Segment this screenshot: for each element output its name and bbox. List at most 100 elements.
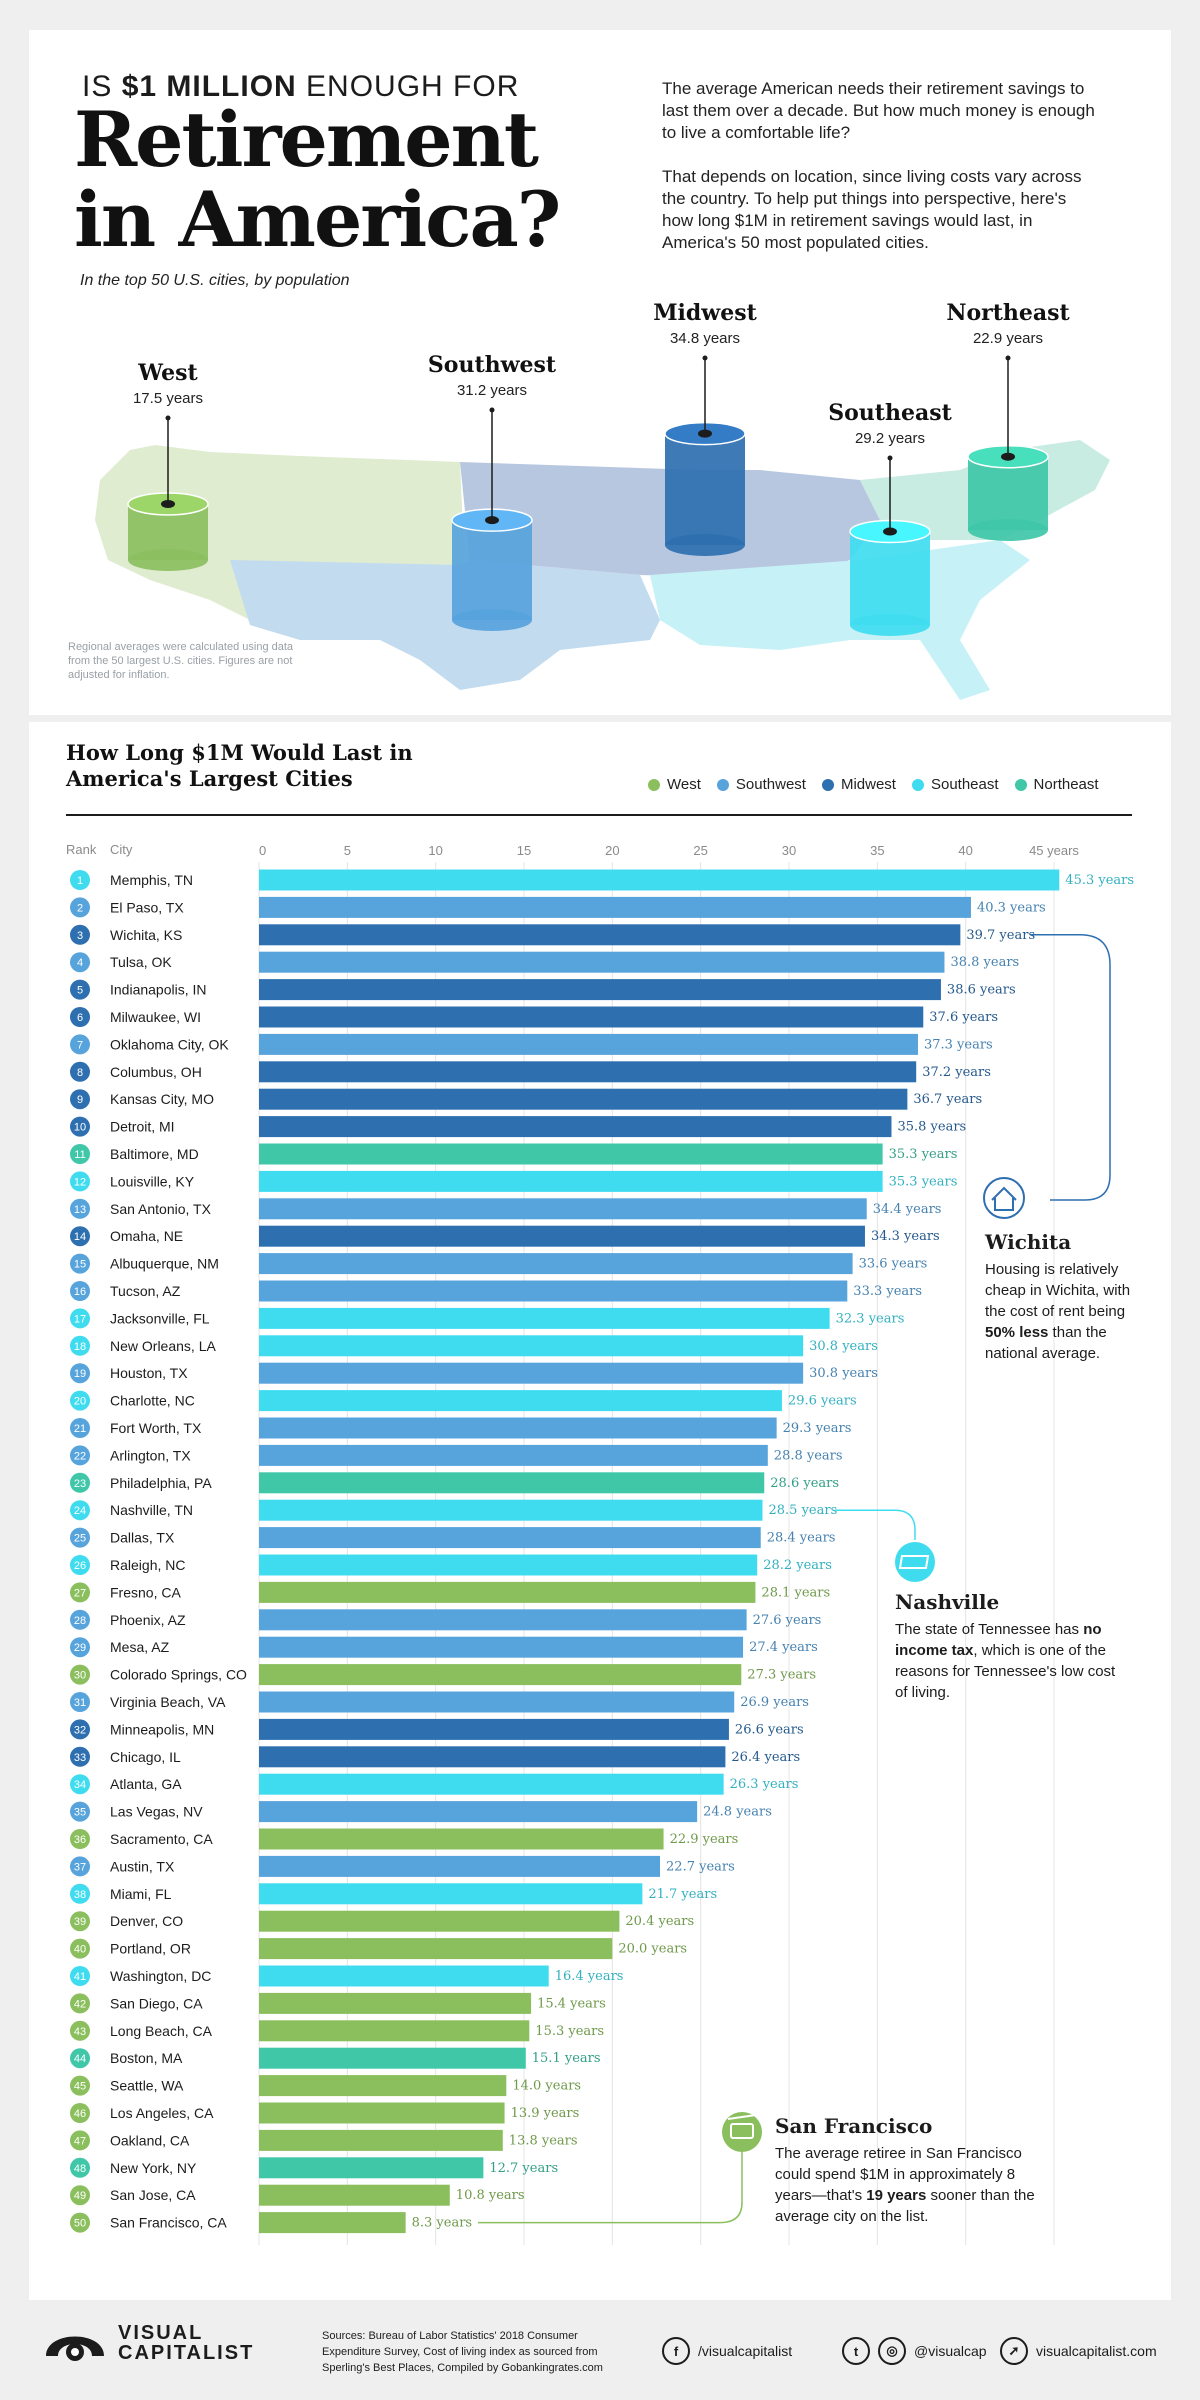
bar	[259, 1883, 643, 1905]
value-label: 26.9 years	[740, 1695, 809, 1710]
rank-number: 48	[74, 2163, 86, 2175]
value-label: 37.2 years	[922, 1065, 991, 1080]
region-label-northeast: Northeast 22.9 years	[928, 300, 1088, 347]
rank-number: 31	[74, 1697, 86, 1709]
subtitle: In the top 50 U.S. cities, by population	[80, 272, 350, 289]
bar	[259, 1746, 726, 1768]
bar	[259, 979, 941, 1001]
wichita-connector	[1030, 934, 1111, 1201]
x-tick-label: 25	[693, 843, 707, 858]
city-label: Tulsa, OK	[110, 954, 172, 970]
rank-number: 45	[74, 2081, 86, 2093]
region-name: Southwest	[427, 352, 557, 378]
legend-label: Southwest	[735, 776, 806, 793]
visual-capitalist-logo[interactable]: VISUAL CAPITALIST	[42, 2318, 254, 2368]
bar-row-28: 28 Phoenix, AZ 27.6 years	[70, 1609, 821, 1631]
legend-southeast: Southeast	[911, 776, 999, 793]
bar	[259, 1499, 763, 1521]
column-header-city: City	[110, 842, 133, 857]
city-label: New Orleans, LA	[110, 1338, 216, 1354]
rank-number: 1	[77, 875, 83, 887]
legend-swatch	[911, 778, 924, 791]
rank-number: 37	[74, 1861, 86, 1873]
bar-row-41: 41 Washington, DC 16.4 years	[70, 1965, 623, 1987]
value-label: 28.2 years	[763, 1558, 832, 1573]
legend-swatch	[716, 778, 729, 791]
value-label: 28.5 years	[769, 1503, 838, 1518]
bar	[259, 1417, 777, 1439]
bar-row-40: 40 Portland, OR 20.0 years	[70, 1938, 687, 1960]
rank-number: 19	[74, 1368, 86, 1380]
bar	[259, 2212, 406, 2234]
city-label: Phoenix, AZ	[110, 1612, 186, 1628]
rank-number: 30	[74, 1670, 86, 1682]
region-years: 17.5 years	[132, 390, 204, 407]
value-label: 28.4 years	[767, 1531, 836, 1546]
cylinder-southwest	[451, 407, 533, 631]
facebook-link[interactable]: f /visualcapitalist	[662, 2337, 792, 2365]
cursor-icon: ➚	[1000, 2337, 1028, 2365]
value-label: 20.0 years	[618, 1942, 687, 1957]
cylinder-southeast	[849, 455, 931, 636]
annotation-nashville: Nashville The state of Tennessee has no …	[895, 1590, 1116, 1702]
twitter-icon: t	[842, 2337, 870, 2365]
rank-badge	[70, 924, 90, 945]
region-years: 31.2 years	[456, 382, 528, 399]
value-label: 32.3 years	[836, 1311, 905, 1326]
region-name: West	[138, 360, 198, 386]
bar	[259, 1801, 698, 1823]
bar-row-14: 14 Omaha, NE 34.3 years	[70, 1225, 940, 1247]
rank-badge	[70, 1883, 90, 1904]
value-label: 14.0 years	[512, 2079, 581, 2094]
city-label: Memphis, TN	[110, 872, 193, 888]
city-label: Denver, CO	[110, 1913, 183, 1929]
san-francisco-connector	[478, 2150, 743, 2224]
city-label: Boston, MA	[110, 2050, 183, 2066]
rank-number: 21	[74, 1423, 86, 1435]
region-name: Midwest	[653, 300, 757, 326]
nashville-connector	[835, 1509, 916, 1540]
city-label: Los Angeles, CA	[110, 2105, 214, 2121]
bar	[259, 1855, 661, 1877]
rank-number: 34	[74, 1779, 86, 1791]
website-link[interactable]: ➚ visualcapitalist.com	[1000, 2337, 1157, 2365]
value-label: 37.3 years	[924, 1037, 993, 1052]
bar	[259, 1609, 747, 1631]
rank-number: 15	[74, 1259, 86, 1271]
value-label: 37.6 years	[929, 1010, 998, 1025]
bar	[259, 1444, 768, 1466]
rank-badge	[70, 1856, 90, 1877]
bar	[259, 1307, 830, 1329]
rank-badge	[70, 1938, 90, 1959]
rank-badge	[70, 1719, 90, 1740]
rank-number: 46	[74, 2108, 86, 2120]
value-label: 39.7 years	[966, 928, 1035, 943]
sources-text: Sources: Bureau of Labor Statistics' 201…	[322, 2330, 603, 2374]
bar	[259, 1472, 765, 1494]
legend-swatch	[821, 778, 834, 791]
twitter-instagram-link[interactable]: t ◎ @visualcap	[842, 2337, 987, 2365]
annotation-san-francisco: San Francisco The average retiree in San…	[775, 2114, 1035, 2226]
value-label: 13.8 years	[509, 2133, 578, 2148]
bar	[259, 869, 1060, 891]
city-label: Oklahoma City, OK	[110, 1036, 229, 1052]
city-label: Sacramento, CA	[110, 1831, 213, 1847]
legend-midwest: Midwest	[821, 776, 896, 793]
x-tick-label: 0	[259, 843, 266, 858]
bar	[259, 1527, 761, 1549]
cylinder-northeast	[967, 355, 1049, 541]
rank-number: 5	[77, 985, 83, 997]
rank-badge	[70, 1609, 90, 1630]
rank-number: 42	[74, 1998, 86, 2010]
bar-row-19: 19 Houston, TX 30.8 years	[70, 1362, 878, 1384]
value-label: 33.6 years	[859, 1257, 928, 1272]
value-label: 26.6 years	[735, 1722, 804, 1737]
rank-badge	[70, 1007, 90, 1027]
bar-row-48: 48 New York, NY 12.7 years	[70, 2157, 558, 2179]
rank-badge	[70, 1637, 90, 1658]
value-label: 29.6 years	[788, 1394, 857, 1409]
value-label: 30.8 years	[809, 1339, 878, 1354]
value-label: 30.8 years	[809, 1366, 878, 1381]
bar	[259, 1718, 729, 1740]
rank-number: 18	[74, 1341, 86, 1353]
